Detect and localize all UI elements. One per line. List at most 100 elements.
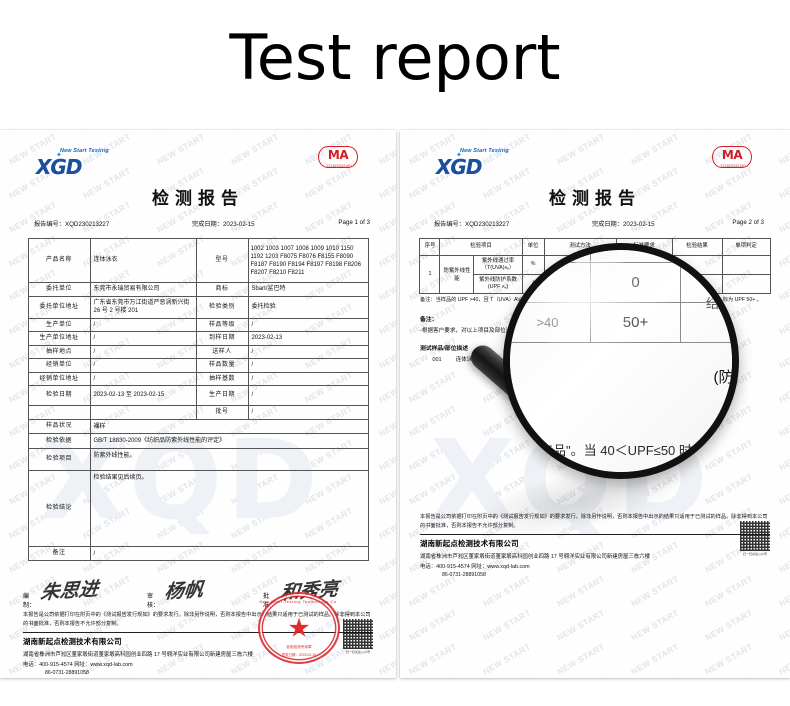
column-header: 检验项目 — [439, 238, 523, 256]
cell-value: 广东省东莞市万江街道严恶涡新兴街 26 号 2 号楼 201 — [89, 295, 197, 319]
notes-body: -根据客户要求，对以上项目及部位进行测试。 — [420, 328, 534, 334]
watermark-text: NEW START — [629, 573, 681, 609]
cell-label: 委托单位地址 — [27, 295, 91, 319]
cell-value: / — [247, 317, 369, 332]
watermark-text: NEW START — [407, 641, 459, 677]
report-2-date: 完成日期：2023-02-15 — [592, 221, 655, 228]
cell-label: 抽样地点 — [27, 344, 91, 359]
report-1-content: ✦ New Start Testing XGD MA 221820342160 … — [0, 130, 396, 676]
footer-tel-alt: 86-0731-28891058 — [45, 670, 89, 676]
cell-value: / — [89, 344, 197, 359]
results-table-note: 备注：当样品的 UPF >40，且 T（UVA）AV＜5%时，可称为"防紫外线产… — [420, 297, 762, 303]
report-1-number: 报告编号：XQD230213227 — [34, 221, 110, 228]
cell-value: / — [247, 405, 369, 420]
report-1-date: 完成日期：2023-02-15 — [192, 221, 255, 228]
table-row: 检验日期 2023-02-13 至 2023-02-15 生产日期 / — [27, 385, 369, 406]
report-2-title: 检测报告 — [549, 189, 641, 208]
cell-label: 批号 — [195, 405, 249, 420]
table-row: 样品状况 裸样 — [27, 418, 369, 434]
cell-label: 检验项目 — [27, 447, 91, 471]
cell-value: 1002 1003 1007 1008 1009 1010 1150 1192 … — [247, 238, 369, 283]
cell-method: GB/T 18830-2009 — [543, 255, 617, 275]
cell-value: 2023-02-13 至 2023-02-15 — [89, 385, 197, 406]
cma-badge-text: MA — [327, 148, 349, 162]
column-header: 测试方法 — [543, 238, 617, 256]
cell-label: 检验依据 — [27, 433, 91, 449]
logo-tagline: New Start Testing — [60, 148, 109, 154]
watermark-text: NEW START — [629, 675, 680, 678]
sample-description: 连体泳衣（整体） — [455, 357, 501, 363]
report-page-2[interactable]: NEW START NEW START NEW START NEW START NEW … — [400, 130, 790, 678]
cell-value: / — [89, 545, 369, 561]
logo-wordmark: XGD — [36, 155, 82, 179]
table-row: 检验项目 防紫外线性能。 — [27, 447, 369, 471]
footer-address-2: 湖南省株洲市芦淞区董家塅街道董家塅高科园创业四路 17 号翱洋实业有限公司新建房… — [420, 553, 651, 560]
footer-address: 湖南省株洲市芦淞区董家塅街道董家塅高科园创业四路 17 号翱洋实业有限公司新建房… — [23, 651, 254, 658]
table-row: 委托单位地址 广东省东莞市万江街道严恶涡新兴街 26 号 2 号楼 201 检验类别… — [27, 295, 369, 319]
watermark-text: NEW START — [777, 607, 790, 643]
table-row: 检验依据 GB/T 18830-2009《纺织品防紫外线性能的评定》 — [27, 433, 369, 449]
cell-label: 送样人 — [195, 344, 249, 359]
report-2-sample-desc: 测试样品/部位描述 001 连体泳衣（整体） — [420, 343, 770, 363]
footer-disclaimer-2: 本报告是公司依据打印在附页中的《测试报告发行规如》的要求发行。除非另作说明，否则… — [420, 514, 768, 529]
cell-method: GB/T 18830-2009 — [543, 274, 617, 294]
cell-value: 裸样 — [89, 418, 369, 434]
page-title: Test report — [229, 21, 561, 94]
watermark-text: NEW START — [703, 675, 754, 678]
logo-star-icon: ✦ — [56, 151, 62, 159]
footer-divider-2 — [420, 534, 770, 535]
table-row: 抽样地点 / 送样人 / — [27, 344, 369, 359]
sample-desc-row: 001 连体泳衣（整体） — [420, 355, 770, 363]
report-2-pagination: Page 2 of 3 — [732, 219, 764, 226]
cell-requirement — [615, 274, 673, 294]
seal-ring — [258, 592, 340, 664]
cell-value: / — [247, 358, 369, 373]
report-2-meta: 报告编号：XQD230213227 完成日期：2023-02-15 Page 2… — [420, 219, 770, 235]
official-seal: New Start Testing Technology Co. ★ 检验检测专… — [258, 592, 340, 664]
signature-prepared-label: 编制： — [23, 594, 36, 609]
watermark-text: NEW START — [481, 675, 532, 678]
report-page-1[interactable]: NEW START NEW START NEW START NEW START NEW … — [0, 130, 396, 678]
watermark-text: NEW START — [481, 573, 533, 609]
watermark-text: NEW START — [407, 607, 459, 643]
footer-tel-2: 电话：400-915-4574 网址：www.xqd-lab.com — [420, 564, 530, 570]
footer-divider — [23, 632, 373, 633]
column-header: 单位 — [521, 238, 545, 256]
watermark-text: NEW START — [555, 641, 607, 677]
report-2-results-table: 序号 检验项目 单位 测试方法 标准要求 检验结果 单项判定 1 防紫外线性能 紫外线通过率（T… — [419, 238, 771, 294]
report-2-header: ✦ New Start Testing XGD MA 221820342160 — [400, 130, 790, 179]
table-row: 备注 / — [27, 545, 369, 561]
column-header: 检验结果 — [671, 238, 723, 256]
qr-caption: 扫一扫关注公众号 — [345, 650, 370, 654]
cell-label: 委托单位 — [27, 282, 91, 297]
watermark-text: NEW START — [703, 641, 755, 677]
cell-label: 型号 — [195, 238, 249, 283]
watermark-text: NEW START — [555, 607, 607, 643]
seal-star-icon: ★ — [287, 612, 311, 643]
watermark-text: NEW START — [555, 573, 607, 609]
cma-badge-2: MA 221820342160 — [712, 146, 752, 168]
logo-tagline-2: New Start Testing — [460, 148, 509, 154]
report-1-header: ✦ New Start Testing XGD MA 221820342160 — [0, 130, 396, 179]
watermark-text: NEW START — [481, 607, 533, 643]
column-header: 标准要求 — [615, 238, 673, 256]
cell-label: 样品状况 — [27, 418, 91, 434]
footer-company-2: 湖南新起点检测技术有限公司 — [420, 539, 519, 548]
signature-prepared-ink: 朱思进 — [39, 578, 100, 604]
signature-reviewed-label: 审核： — [147, 594, 160, 609]
logo-wordmark-2: XGD — [436, 155, 482, 179]
cell-value: 委托检验 — [247, 295, 369, 319]
cell-label: 检验类别 — [195, 295, 249, 319]
seal-top-arc: New Start Testing Technology Co. — [259, 599, 339, 604]
qr-code-icon — [343, 619, 373, 649]
cell-verdict — [721, 255, 771, 275]
table-row: 1 防紫外线性能 紫外线通过率（T(UVA)ᴀᵥ）% GB/T 18830-2009 — [419, 255, 771, 294]
report-2-content: ✦ New Start Testing XGD MA 221820342160 … — [400, 130, 790, 578]
cell-value: / — [89, 331, 197, 346]
sample-desc-title: 测试样品/部位描述 — [420, 346, 468, 352]
cell-label: 经销单位地址 — [27, 371, 91, 386]
report-1-title: 检测报告 — [152, 189, 244, 208]
cell-verdict — [721, 274, 771, 294]
qr-code-icon-2 — [740, 521, 770, 551]
